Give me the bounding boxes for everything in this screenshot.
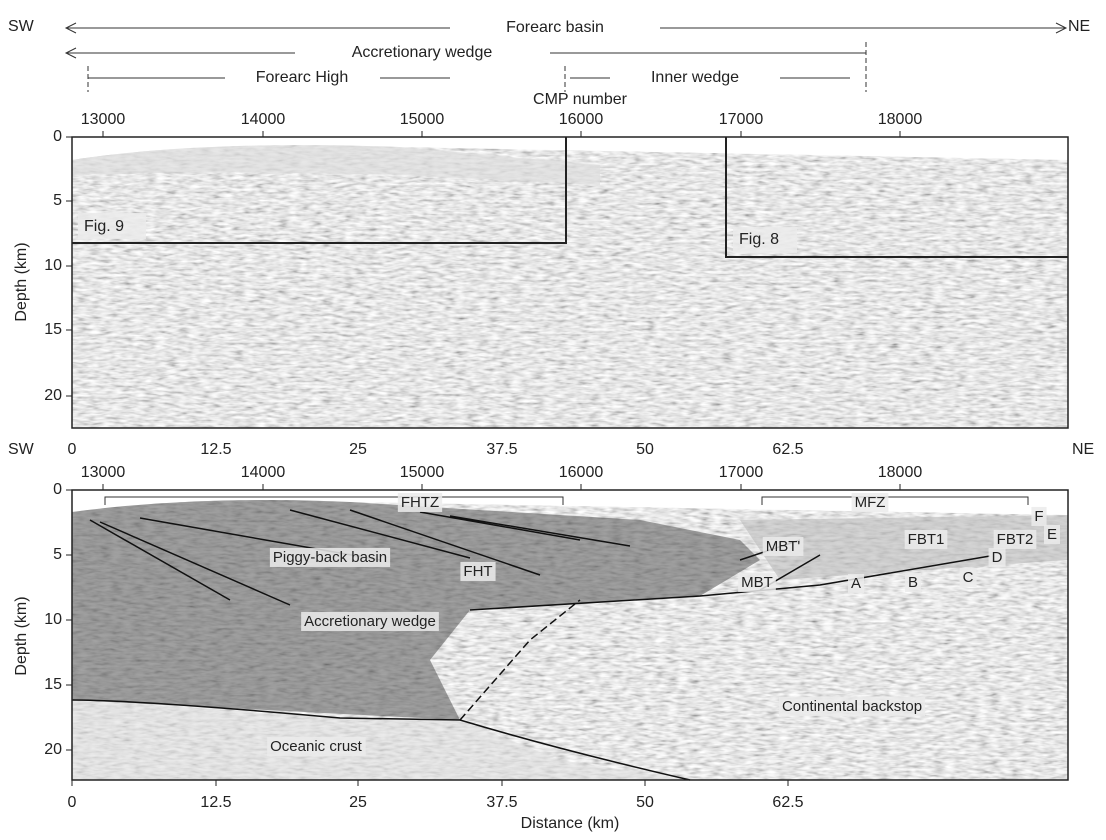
label-bg [904,572,922,592]
box-label: Fig. 8 [739,231,779,248]
panel-right: NE [1072,441,1094,458]
label-bg [904,529,948,549]
fig-boxes [72,137,1068,258]
cmp-tick-label: 17000 [719,111,764,128]
label-bg [1043,524,1061,544]
cmp-tick-label: 16000 [559,111,604,128]
cmp-label: CMP number [533,91,628,108]
label-bg [738,572,776,592]
distance-tick-label: 12.5 [200,794,231,811]
label-bg [301,611,439,631]
label-bg [993,529,1037,549]
section-label: Continental backstop [782,698,922,715]
distance-tick-label: 50 [636,794,654,811]
y-tick-label: 5 [53,192,62,209]
bottom-frame [71,489,1069,781]
section-label: Piggy-back basin [273,549,387,566]
y-tick-label: 0 [53,128,62,145]
label-bg [851,492,889,512]
y-tick-label: 15 [44,321,62,338]
section-label: Accretionary wedge [304,613,436,630]
cmp-tick-label: 14000 [241,464,286,481]
distance-tick-label: 62.5 [772,441,803,458]
label-bg [988,547,1006,567]
accretionary-wedge: Accretionary wedge [352,44,493,61]
section-label: A [851,575,861,592]
section-label: C [963,569,974,586]
header-right: NE [1068,18,1090,35]
cmp-tick-label: 15000 [400,111,445,128]
y-tick-label: 20 [44,387,62,404]
inner-wedge: Inner wedge [651,69,739,86]
cmp-tick-label: 15000 [400,464,445,481]
faults [71,509,991,781]
panel-left: SW [8,441,35,458]
y-tick-label: 10 [44,611,62,628]
top-frame [71,136,1069,429]
x-label: Distance (km) [521,815,620,832]
cmp-tick-label: 13000 [81,464,126,481]
section-label: MFZ [855,494,886,511]
section-label: B [908,574,918,591]
label-bg [1031,506,1047,526]
y-tick-label: 5 [53,546,62,563]
forearc-high: Forearc High [256,69,348,86]
label-bg [959,567,977,587]
distance-tick-label: 25 [349,794,367,811]
forearc-basin: Forearc basin [506,19,604,36]
box-label-bg [733,227,797,253]
distance-tick-label: 50 [636,441,654,458]
section-label: MBT' [766,538,801,555]
label-bg [778,696,926,716]
box-label: Fig. 9 [84,218,124,235]
section-label: D [992,549,1003,566]
section-label: FBT1 [908,531,945,548]
cmp-tick-label: 14000 [241,111,286,128]
section-label: FHT [463,563,492,580]
y-tick-label: 15 [44,676,62,693]
top-section [72,137,1068,428]
y-tick-label: 20 [44,741,62,758]
label-bg [397,492,443,512]
section-label: Oceanic crust [270,738,363,755]
distance-tick-label: 12.5 [200,441,231,458]
distance-tick-label: 0 [68,794,77,811]
header-arrows [64,22,1068,92]
distance-tick-label: 25 [349,441,367,458]
section-label: MBT [741,574,773,591]
distance-tick-label: 0 [68,441,77,458]
cmp-tick-label: 18000 [878,464,923,481]
cmp-tick-label: 16000 [559,464,604,481]
section-label: FHTZ [401,494,439,511]
box-label-bg [78,213,146,239]
y-tick-label: 10 [44,257,62,274]
cmp-tick-label: 13000 [81,111,126,128]
label-bg [269,547,391,567]
distance-tick-label: 62.5 [772,794,803,811]
label-bg [762,536,804,556]
distance-tick-label: 37.5 [486,794,517,811]
y-tick-label: 0 [53,481,62,498]
y-label: Depth (km) [13,242,30,321]
section-label: F [1034,508,1043,525]
cmp-tick-label: 17000 [719,464,764,481]
zone-brackets [104,496,1029,505]
label-bg [847,573,865,593]
y-label: Depth (km) [13,596,30,675]
label-bg [460,561,496,581]
section-label: FBT2 [997,531,1034,548]
header-left: SW [8,18,35,35]
section-label: E [1047,526,1057,543]
label-bg [267,736,366,756]
distance-tick-label: 37.5 [486,441,517,458]
cmp-tick-label: 18000 [878,111,923,128]
